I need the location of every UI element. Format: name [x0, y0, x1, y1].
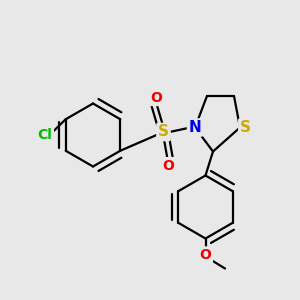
Text: O: O: [162, 159, 174, 172]
Text: Cl: Cl: [38, 128, 52, 142]
Text: N: N: [189, 120, 201, 135]
Text: S: S: [240, 120, 251, 135]
Text: O: O: [200, 248, 211, 262]
Text: O: O: [150, 91, 162, 104]
Text: S: S: [158, 124, 169, 140]
